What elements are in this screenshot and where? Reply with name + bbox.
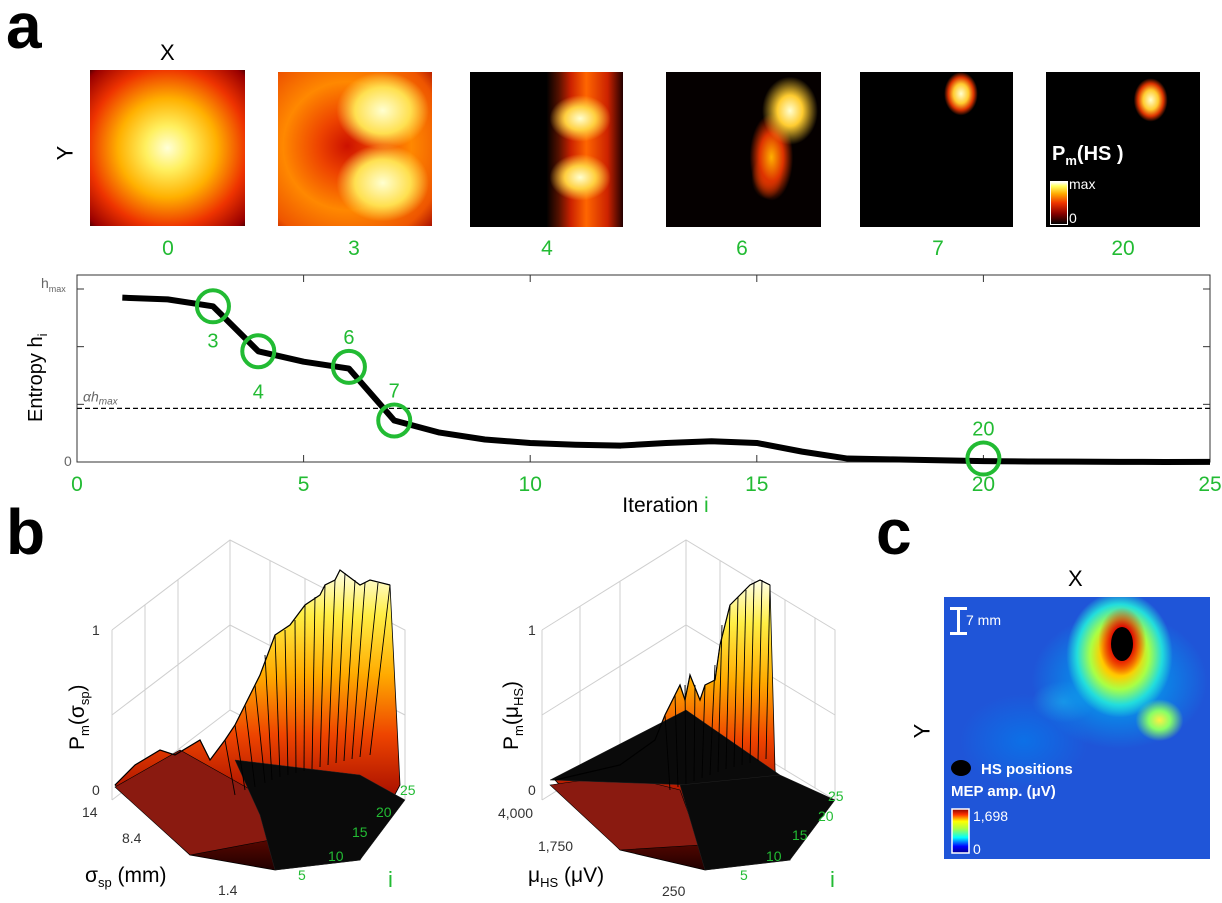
scale-bar [957,607,960,635]
surface-sigma-ylabel: σsp (mm) [85,864,167,890]
heatmap-y-label: Y [52,145,78,161]
entropy-highlight-circle-20 [965,440,1002,477]
surface-mu-xtick-10: 10 [766,848,782,864]
heatmap-iter-6 [666,72,821,227]
surface-mu-mesh [549,579,836,871]
surface-sigma-mesh [114,569,406,871]
entropy-highlight-circle-7 [376,402,413,439]
surface-sigma-ztick-0: 0 [92,782,100,798]
entropy-ytick-zero-label: 0 [64,453,72,469]
entropy-series-line [122,294,1211,465]
entropy-threshold-label: αhmax [83,388,119,407]
hs-legend-marker [951,760,971,776]
colorbar-max-label: max [1069,176,1096,192]
surface-mu-xlabel: i [830,867,835,892]
heatmap-iter-20 [1046,72,1200,227]
entropy-xtick-label-10: 10 [519,473,542,496]
scale-bar-top-cap [950,607,967,610]
heatmap-label-6: 6 [736,237,748,260]
entropy-highlight-circle-4 [240,333,277,370]
scale-bar-label: 7 mm [966,612,1001,628]
mep-colorbar [951,808,970,854]
mep-y-label: Y [909,723,935,739]
surface-mu-xtick-20: 20 [818,808,834,824]
mep-overlay: 7 mm HS positions MEP amp. (μV) 1,698 0 [950,607,1133,857]
colorbar-min-label: 0 [1069,210,1077,226]
surface-sigma-zlabel: Pm(σsp) [66,684,92,750]
entropy-ylabel: Entropy hi [25,333,50,422]
surface-sigma-xtick-15: 15 [352,824,368,840]
mep-colorbar-min: 0 [973,841,981,857]
surface-mu-ytick-1750: 1,750 [538,838,573,854]
entropy-xtick-label-5: 5 [298,473,310,496]
surface-sigma-xtick-20: 20 [376,804,392,820]
surface-mu-ylabel: μHS (μV) [528,864,604,890]
surface-sigma-xtick-10: 10 [328,848,344,864]
entropy-xtick-label-15: 15 [745,473,768,496]
surface-sigma-ytick-8-4: 8.4 [122,830,142,846]
heatmap-label-7: 7 [932,237,944,260]
panel-letter-c: c [876,496,912,568]
surface-mu-ztick-0: 0 [528,782,536,798]
heatmap-iter-0 [90,70,245,226]
surface-sigma-xtick-25: 25 [400,782,416,798]
heatmap-iter-4 [470,72,623,227]
surface-sigma-ytick-1-4: 1.4 [218,882,238,898]
surface-mu-zlabel: Pm(μHS) [500,681,526,750]
heatmap-label-0: 0 [162,237,174,260]
hs-legend-label: HS positions [981,761,1073,778]
surface-mu-ytick-250: 250 [662,883,686,899]
surface-mu-xtick-15: 15 [792,827,808,843]
surface-mu-xtick-5: 5 [740,867,748,883]
surface-plot-sigma: 1 0 14 8.4 1.4 5 10 15 20 25 i σsp (mm) … [66,539,416,898]
mep-x-label: X [1068,566,1083,591]
surface-sigma-xtick-5: 5 [298,867,306,883]
heatmap-iter-3 [278,72,432,226]
entropy-xtick-label-25: 25 [1198,473,1221,496]
surface-mu-xtick-25: 25 [828,788,844,804]
surface-sigma-xlabel: i [388,867,393,892]
surface-sigma-ytick-14: 14 [82,804,98,820]
entropy-highlight-label-6: 6 [343,327,354,349]
heatmap-iter-7 [860,72,1013,227]
scale-bar-bottom-cap [950,632,967,635]
panel-letter-a: a [6,0,42,62]
colorbar-gradient [1050,181,1068,225]
entropy-highlight-label-4: 4 [253,381,264,403]
hs-position-marker [1111,627,1133,661]
entropy-xtick-label-20: 20 [972,473,995,496]
surface-mu-ztick-1: 1 [528,622,536,638]
entropy-highlight-label-7: 7 [389,380,400,402]
surface-sigma-ztick-1: 1 [92,622,100,638]
mep-heatmap [944,597,1210,859]
surface-mu-ytick-4000: 4,000 [498,805,533,821]
entropy-highlight-circle-6 [330,348,367,385]
heatmap-label-3: 3 [348,237,360,260]
heatmap-label-20: 20 [1111,237,1135,260]
entropy-ytick-max-label: hmax [41,275,66,294]
entropy-highlight-label-20: 20 [972,419,994,441]
mep-colorbar-title: MEP amp. (μV) [951,783,1056,800]
entropy-xlabel: Iteration i [622,494,708,517]
panel-letter-b: b [6,496,46,568]
entropy-xtick-label-0: 0 [71,473,83,496]
entropy-chart: 0 5 10 15 20 25 hmax 0 Entropy hi Iteration i αhm… [25,274,1222,517]
heatmap-x-label: X [160,40,175,65]
colorbar-title: Pm(HS ) [1052,143,1124,168]
entropy-highlight-circle-3 [194,288,231,325]
heatmap-label-4: 4 [541,237,553,260]
entropy-axes-box [76,274,1211,463]
entropy-highlight-label-3: 3 [207,330,218,352]
surface-plot-mu: 1 0 4,000 1,750 250 5 10 15 20 25 i μHS … [498,539,844,899]
mep-colorbar-max: 1,698 [973,808,1008,824]
